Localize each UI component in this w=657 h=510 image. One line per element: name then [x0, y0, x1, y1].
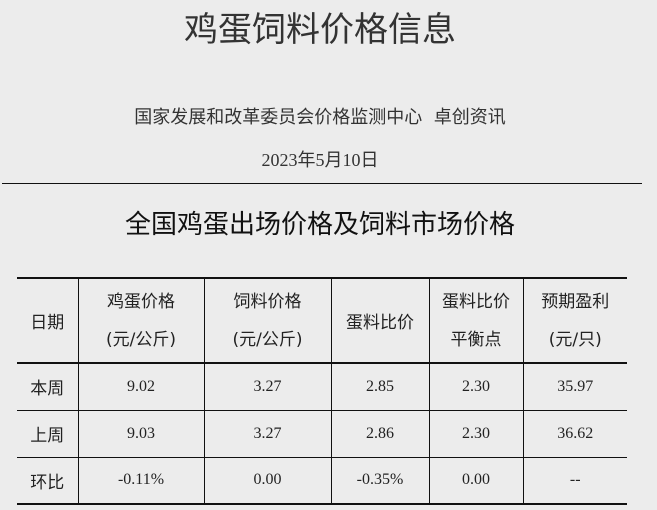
cell: 2.86: [331, 410, 430, 457]
page-title: 鸡蛋饲料价格信息: [184, 10, 456, 50]
cell: 2.85: [331, 363, 430, 410]
row-label: 本周: [17, 363, 79, 410]
price-table: 日期 鸡蛋价格 (元/公斤) 饲料价格 (元/公斤) 蛋料比价 蛋料比价平衡点 预期…: [17, 277, 627, 505]
table-header-row: 日期 鸡蛋价格 (元/公斤) 饲料价格 (元/公斤) 蛋料比价 蛋料比价平衡点 预期…: [17, 278, 627, 363]
cell: 0.00: [204, 457, 332, 504]
header-label: 饲料价格: [233, 291, 302, 312]
header-label: 蛋料比价: [346, 313, 414, 333]
header-label: 预期盈利: [541, 291, 610, 312]
cell: 3.27: [204, 363, 332, 410]
header-egg-price: 鸡蛋价格 (元/公斤): [78, 278, 205, 363]
row-label: 环比: [17, 457, 79, 504]
divider: [2, 183, 642, 184]
source-line: 国家发展和改革委员会价格监测中心 卓创资讯: [134, 107, 506, 128]
header-unit: (元/公斤): [232, 329, 303, 350]
header-expected-profit: 预期盈利 (元/只): [523, 278, 627, 363]
header-breakeven-ratio: 蛋料比价 平衡点: [429, 278, 524, 363]
header-egg-feed-ratio: 蛋料比价: [331, 278, 430, 363]
cell: 36.62: [557, 424, 594, 442]
header-label: 日期: [30, 313, 65, 333]
row-label: 上周: [17, 410, 79, 457]
cell: -0.35%: [331, 457, 430, 504]
header-unit: 平衡点: [450, 329, 502, 350]
header-unit: (元/只): [548, 329, 602, 350]
cell: --: [569, 471, 581, 489]
header-date: 日期: [17, 278, 79, 363]
header-label: 鸡蛋价格: [107, 291, 175, 312]
cell: 2.30: [429, 363, 524, 410]
table-row: 上周 9.03 3.27 2.86 2.30 36.62: [17, 410, 627, 457]
header-feed-price: 饲料价格 (元/公斤): [204, 278, 332, 363]
cell: -0.11%: [78, 457, 205, 504]
cell: 35.97: [557, 377, 594, 395]
cell: 9.02: [78, 363, 205, 410]
cell: 3.27: [204, 410, 332, 457]
table-row: 环比 -0.11% 0.00 -0.35% 0.00 --: [17, 457, 627, 504]
table-row: 本周 9.02 3.27 2.85 2.30 35.97: [17, 363, 627, 410]
section-title: 全国鸡蛋出场价格及饲料市场价格: [124, 210, 515, 240]
cell: 2.30: [429, 410, 524, 457]
header-label: 蛋料比价: [442, 291, 510, 312]
publish-date: 2023年5月10日: [261, 150, 379, 170]
header-unit: (元/公斤): [106, 329, 176, 350]
cell: 9.03: [78, 410, 205, 457]
cell: 0.00: [429, 457, 524, 504]
